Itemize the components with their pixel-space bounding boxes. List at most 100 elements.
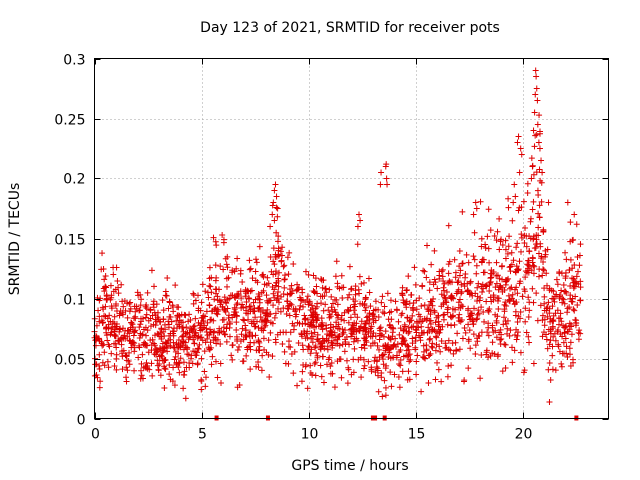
data-point [440,316,447,323]
data-point [328,293,335,300]
data-point [330,300,337,307]
data-point [458,290,465,297]
data-point [475,307,482,314]
data-point [272,339,279,346]
data-point [256,304,263,311]
data-point [318,373,325,380]
data-point [402,341,409,348]
data-point [270,290,277,297]
data-point [290,260,297,267]
data-point [380,351,387,358]
data-point [526,233,533,240]
data-point [568,322,575,329]
data-point [347,286,354,293]
y-tick-label: 0 [77,413,86,429]
data-point [532,244,539,251]
data-point [575,336,582,343]
data-point [344,380,351,387]
data-point [325,307,332,314]
data-point [494,272,501,279]
data-point [154,357,161,364]
data-point [536,273,543,280]
data-point [224,321,231,328]
data-point [517,248,524,255]
data-point [99,304,106,311]
data-point [259,352,266,359]
data-point [192,315,199,322]
data-point [306,344,313,351]
data-point [410,299,417,306]
data-point [434,359,441,366]
data-point [479,288,486,295]
data-point [137,302,144,309]
data-point [365,329,372,336]
data-point [509,359,516,366]
data-point [126,349,133,356]
data-point [505,243,512,250]
data-point [173,317,180,324]
data-point [163,292,170,299]
data-point [361,302,368,309]
data-point [272,181,279,188]
data-point [514,240,521,247]
data-point [180,359,187,366]
data-point [506,296,513,303]
data-point [493,334,500,341]
data-point [560,296,567,303]
data-point [409,340,416,347]
data-point [443,289,450,296]
data-point [422,355,429,362]
data-point [544,313,551,320]
data-point [242,327,249,334]
data-point [175,341,182,348]
data-point [381,310,388,317]
data-point [484,329,491,336]
data-point [272,310,279,317]
data-point [502,299,509,306]
data-point [336,332,343,339]
data-point [333,311,340,318]
data-point [155,366,162,373]
data-point [325,356,332,363]
data-point [458,317,465,324]
data-point [199,326,206,333]
data-point [541,307,548,314]
data-point [255,305,262,312]
data-point [209,307,216,314]
data-point [104,315,111,322]
data-point [113,355,120,362]
data-point [143,305,150,312]
data-point [136,307,143,314]
data-point [561,329,568,336]
data-point [547,337,554,344]
data-point [166,362,173,369]
data-point [317,344,324,351]
data-point [193,352,200,359]
data-point [351,311,358,318]
data-point [118,341,125,348]
data-point [465,305,472,312]
data-point [199,337,206,344]
data-point [396,331,403,338]
data-point [195,305,202,312]
data-point [462,271,469,278]
data-point [470,317,477,324]
data-point [224,264,231,271]
data-point [273,279,280,286]
data-point [353,335,360,342]
data-point [564,199,571,206]
data-point [472,351,479,358]
data-point [382,392,389,399]
data-point [110,264,117,271]
data-point [408,291,415,298]
x-axis-label: GPS time / hours [291,458,408,474]
data-point [181,371,188,378]
data-point [413,371,420,378]
data-point [556,293,563,300]
data-point [392,298,399,305]
data-point [556,321,563,328]
data-point [467,312,474,319]
data-point [485,332,492,339]
data-point [318,340,325,347]
data-point [497,340,504,347]
